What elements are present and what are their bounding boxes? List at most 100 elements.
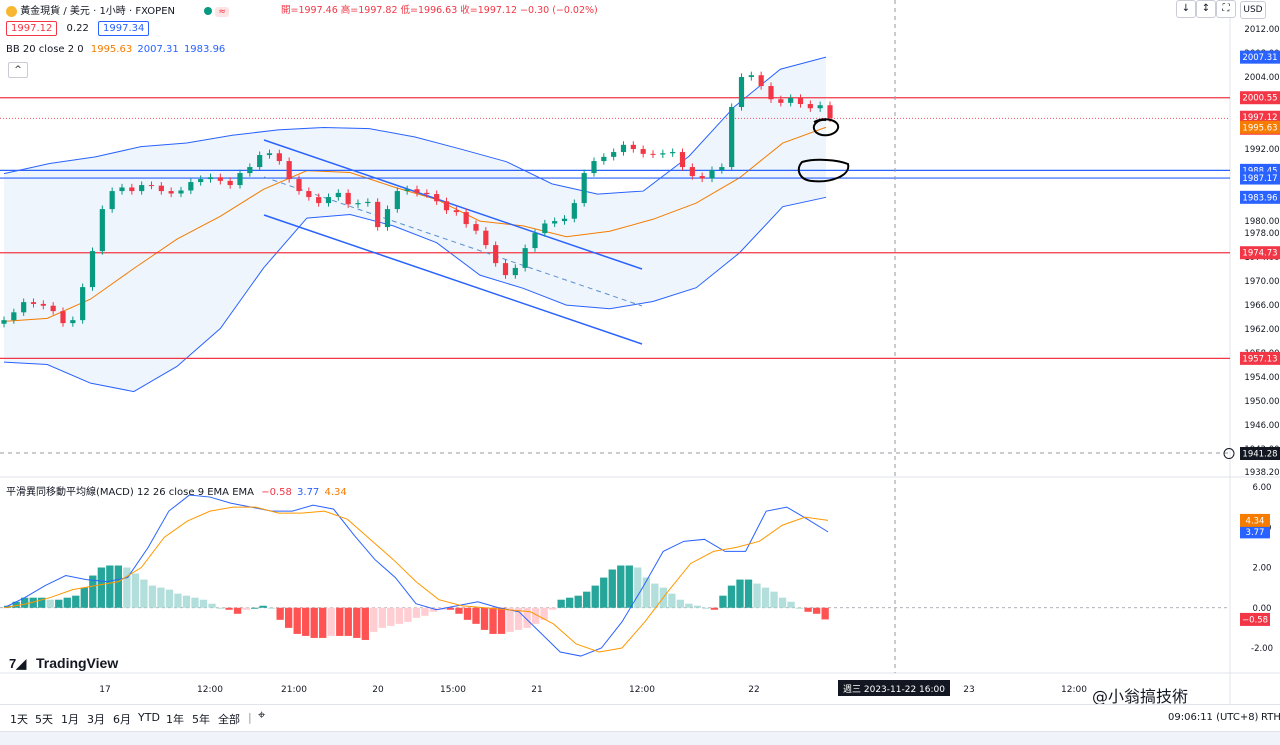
macd-histogram-bar <box>157 587 165 608</box>
candles <box>1 71 833 328</box>
currency-button[interactable]: USD <box>1240 1 1266 19</box>
compare-icon[interactable]: ↕ <box>1196 0 1216 18</box>
candle <box>89 251 96 288</box>
macd-pane: 6.004.002.000.00-2.00−0.583.774.34 <box>0 483 1273 657</box>
bottom-strip <box>0 731 1280 745</box>
symbol-title[interactable]: 黃金現貨 / 美元 · 1小時 · FXOPEN <box>20 6 176 17</box>
price-tick-label: 1966.00 <box>1244 301 1279 311</box>
bid-button[interactable]: 1997.12 <box>6 21 58 36</box>
candle <box>168 191 174 194</box>
range-1y[interactable]: 1年 <box>166 713 184 726</box>
macd-histogram-bar <box>446 607 455 610</box>
macd-histogram-bar <box>770 591 778 608</box>
hand-drawn-marks <box>797 118 850 183</box>
signal-line <box>3 506 829 653</box>
macd-histogram-bar <box>336 607 344 636</box>
macd-histogram-bar <box>736 579 744 608</box>
macd-histogram-bar <box>540 607 548 620</box>
price-label-text: 1987.17 <box>1242 174 1277 184</box>
price-label-text: 2007.31 <box>1242 53 1277 63</box>
macd-histogram-bar <box>429 607 438 612</box>
price-tick-label: 2004.00 <box>1244 73 1279 83</box>
candle <box>601 156 607 162</box>
macd-histogram-bar <box>353 607 361 638</box>
market-open-icon <box>204 7 213 15</box>
range-5d[interactable]: 5天 <box>35 713 53 726</box>
macd-histogram-bar <box>174 593 182 608</box>
price-label-text: 1957.13 <box>1242 354 1277 364</box>
time-tick-label: 21 <box>531 685 542 695</box>
scroll-down-icon[interactable]: ↓ <box>1176 0 1196 18</box>
macd-histogram-bar <box>600 577 608 608</box>
chart-canvas[interactable]: 6.004.002.000.00-2.00−0.583.774.34 2012.… <box>0 0 1280 704</box>
macd-histogram-bar <box>327 607 335 636</box>
macd-histogram-bar <box>574 595 582 608</box>
bb-lower-line <box>3 196 827 393</box>
price-tick-label: 1980.00 <box>1244 217 1279 227</box>
price-label-text: 1974.73 <box>1242 249 1277 259</box>
macd-histogram-bar <box>404 607 412 622</box>
macd-histogram-bar <box>302 607 310 636</box>
range-5y[interactable]: 5年 <box>192 713 210 726</box>
rth-toggle[interactable]: RTH <box>1261 712 1280 723</box>
candle <box>21 302 27 313</box>
macd-histogram-bar <box>506 607 514 632</box>
range-all[interactable]: 全部 <box>218 713 240 726</box>
range-6m[interactable]: 6月 <box>113 713 131 726</box>
time-tick-label: 12:00 <box>629 685 655 695</box>
candle <box>709 170 715 179</box>
candle <box>296 179 302 192</box>
collapse-legend-icon[interactable]: ^ <box>8 62 28 78</box>
macd-histogram-bar <box>344 607 352 636</box>
bb-label[interactable]: BB 20 close 2 0 <box>6 44 84 55</box>
candle <box>581 173 587 204</box>
price-label-box <box>1240 351 1280 365</box>
price-label-box <box>1240 190 1280 204</box>
fullscreen-icon[interactable]: ⛶ <box>1216 0 1236 18</box>
candle <box>827 105 833 119</box>
candle <box>178 190 184 194</box>
candle <box>670 152 676 154</box>
candle <box>768 86 774 100</box>
candle <box>561 218 568 222</box>
macd-histogram-bar <box>651 583 659 608</box>
channel-upper-line <box>263 139 643 270</box>
time-tick-label: 20 <box>372 685 384 695</box>
macd-histogram-bar <box>63 597 71 608</box>
goto-date-icon[interactable]: ⌖ <box>258 708 266 723</box>
channel-lower-line <box>263 214 643 345</box>
ask-button[interactable]: 1997.34 <box>98 21 150 36</box>
time-axis[interactable]: 17 12:00 21:00 20 15:00 21 12:00 22 23 12:00 <box>99 685 1087 695</box>
candle <box>778 99 784 103</box>
macd-histogram-bar <box>531 607 540 624</box>
candle <box>660 153 666 155</box>
macd-histogram-bar <box>106 565 114 608</box>
range-ytd[interactable]: YTD <box>138 711 160 724</box>
macd-histogram-bar <box>216 607 225 609</box>
macd-histogram-bar <box>778 597 787 608</box>
range-1m[interactable]: 1月 <box>61 713 79 726</box>
candle <box>207 177 214 180</box>
macd-histogram-bar <box>583 591 591 608</box>
macd-value-text: 4.34 <box>1246 516 1265 526</box>
macd-label[interactable]: 平滑異同移動平均線(MACD) 12 26 close 9 EMA EMA <box>6 487 254 498</box>
candle <box>1 320 7 324</box>
candle <box>807 104 813 109</box>
candle <box>365 201 371 204</box>
macd-histogram-bar <box>55 599 63 608</box>
price-axis[interactable]: 2012.002008.002004.002000.001996.001992.… <box>1223 25 1280 478</box>
macd-histogram-bar <box>310 607 318 638</box>
clock-text[interactable]: 09:06:11 (UTC+8) <box>1168 712 1259 723</box>
price-tick-label: 2012.00 <box>1244 25 1279 35</box>
range-1d[interactable]: 1天 <box>10 713 28 726</box>
macd-histogram-bar <box>46 599 54 608</box>
macd-signal-value: 4.34 <box>324 487 347 498</box>
price-label-text: 1983.96 <box>1242 193 1277 203</box>
candle <box>552 221 558 224</box>
candle <box>689 167 695 177</box>
symbol-header: 黃金現貨 / 美元 · 1小時 · FXOPEN ≈ <box>6 2 229 17</box>
range-3m[interactable]: 3月 <box>87 713 105 726</box>
macd-histogram-bar <box>97 567 105 608</box>
candle <box>11 312 17 321</box>
crosshair-time-text: 週三 2023-11-22 16:00 <box>843 684 945 695</box>
